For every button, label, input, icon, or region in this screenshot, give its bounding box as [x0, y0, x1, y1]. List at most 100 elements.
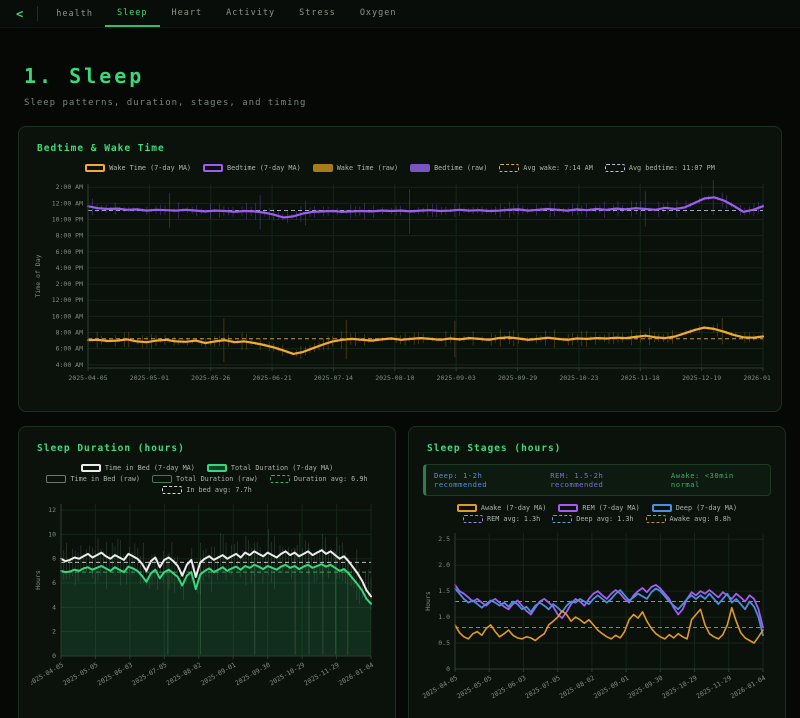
- svg-text:2025-09-03: 2025-09-03: [437, 374, 476, 382]
- legend-swatch: [80, 464, 101, 472]
- svg-text:4:00 PM: 4:00 PM: [56, 264, 83, 272]
- legend-swatch: [152, 475, 173, 483]
- svg-text:2025-07-05: 2025-07-05: [524, 674, 562, 701]
- legend-label: Deep (7-day MA): [675, 504, 738, 512]
- guideline-text: Awake: <30min normal: [670, 471, 734, 489]
- nav-tabs: Sleep Heart Activity Stress Oxygen: [104, 0, 409, 27]
- svg-text:2025-10-29: 2025-10-29: [268, 661, 306, 688]
- legend-swatch: [651, 504, 672, 512]
- svg-text:2025-10-29: 2025-10-29: [661, 674, 699, 701]
- legend-label: REM (7-day MA): [582, 504, 640, 512]
- panel-title-stages: Sleep Stages (hours): [427, 443, 562, 454]
- svg-text:2026-01-28: 2026-01-28: [743, 374, 771, 382]
- svg-text:2025-06-03: 2025-06-03: [96, 661, 134, 688]
- sleep-duration-chart[interactable]: 0246810122025-04-052025-05-052025-06-032…: [31, 498, 383, 710]
- svg-text:2.5: 2.5: [438, 535, 450, 543]
- legend-swatch: [269, 475, 290, 483]
- legend-label: Wake Time (7-day MA): [109, 164, 192, 172]
- legend-label: Awake (7-day MA): [480, 504, 547, 512]
- legend-item[interactable]: REM (7-day MA): [558, 504, 640, 512]
- legend-swatch: [410, 164, 431, 172]
- svg-text:2026-01-04: 2026-01-04: [729, 674, 767, 701]
- legend-label: Bedtime (raw): [434, 164, 488, 172]
- svg-text:2025-09-01: 2025-09-01: [199, 661, 237, 688]
- svg-text:2025-06-03: 2025-06-03: [490, 674, 528, 701]
- sleep-stages-chart[interactable]: 00.51.01.52.02.52025-04-052025-05-052025…: [421, 527, 773, 717]
- svg-text:2025-05-01: 2025-05-01: [130, 374, 169, 382]
- nav-tab-activity[interactable]: Activity: [226, 7, 276, 18]
- svg-text:0: 0: [446, 665, 450, 673]
- legend-swatch: [203, 164, 224, 172]
- legend-item[interactable]: Time in Bed (7-day MA): [80, 464, 195, 472]
- legend-label: Total Duration (raw): [176, 475, 258, 483]
- svg-text:2.0: 2.0: [438, 561, 450, 569]
- svg-text:12:00 AM: 12:00 AM: [52, 199, 83, 207]
- legend-item[interactable]: Duration avg: 6.9h: [269, 475, 368, 483]
- nav-tab-sleep[interactable]: Sleep: [104, 0, 160, 27]
- svg-text:6: 6: [52, 579, 56, 587]
- svg-text:10:00 AM: 10:00 AM: [52, 312, 83, 320]
- svg-text:2025-07-14: 2025-07-14: [314, 374, 353, 382]
- app-name: health: [56, 8, 93, 19]
- back-button[interactable]: <: [16, 6, 24, 21]
- legend-item[interactable]: Wake Time (raw): [312, 164, 398, 172]
- svg-text:2: 2: [52, 628, 56, 636]
- legend-item[interactable]: Avg bedtime: 11:07 PM: [604, 164, 715, 172]
- svg-text:2:00 AM: 2:00 AM: [56, 183, 83, 191]
- legend-swatch: [85, 164, 106, 172]
- svg-text:2025-10-23: 2025-10-23: [559, 374, 598, 382]
- main-content: 1. Sleep Sleep patterns, duration, stage…: [0, 28, 800, 718]
- legend-item[interactable]: Awake (7-day MA): [456, 504, 547, 512]
- nav-tab-oxygen[interactable]: Oxygen: [359, 7, 397, 18]
- svg-text:6:00 AM: 6:00 AM: [56, 345, 83, 353]
- svg-text:Hours: Hours: [424, 591, 432, 611]
- svg-text:2025-07-05: 2025-07-05: [130, 661, 168, 688]
- legend-label: Awake avg: 0.8h: [669, 515, 731, 523]
- legend-swatch: [206, 464, 227, 472]
- legend-label: Duration avg: 6.9h: [293, 475, 368, 483]
- legend-label: In bed avg: 7.7h: [186, 486, 252, 494]
- legend-label: Bedtime (7-day MA): [227, 164, 301, 172]
- svg-text:2025-04-05: 2025-04-05: [421, 674, 459, 701]
- panel-title-bedtime: Bedtime & Wake Time: [37, 143, 165, 154]
- legend-bedtime: Wake Time (7-day MA) Bedtime (7-day MA) Wa…: [31, 164, 769, 172]
- nav-tab-heart[interactable]: Heart: [171, 7, 203, 18]
- svg-text:2025-09-29: 2025-09-29: [498, 374, 537, 382]
- svg-text:2025-11-18: 2025-11-18: [621, 374, 660, 382]
- legend-item[interactable]: Deep (7-day MA): [651, 504, 738, 512]
- legend-item[interactable]: Awake avg: 0.8h: [645, 515, 731, 523]
- svg-text:2025-09-30: 2025-09-30: [626, 674, 664, 701]
- legend-item[interactable]: Bedtime (7-day MA): [203, 164, 301, 172]
- legend-item[interactable]: Deep avg: 1.3h: [552, 515, 634, 523]
- svg-text:10: 10: [48, 530, 56, 538]
- legend-item[interactable]: Avg wake: 7:14 AM: [499, 164, 593, 172]
- nav-tab-stress[interactable]: Stress: [299, 7, 336, 18]
- legend-label: Time in Bed (7-day MA): [104, 464, 195, 472]
- legend-item[interactable]: Wake Time (7-day MA): [85, 164, 191, 172]
- svg-text:2025-06-21: 2025-06-21: [253, 374, 292, 382]
- legend-item[interactable]: Time in Bed (raw): [46, 475, 140, 483]
- svg-text:0.5: 0.5: [438, 639, 450, 647]
- legend-item[interactable]: Bedtime (raw): [410, 164, 487, 172]
- legend-item[interactable]: Total Duration (7-day MA): [206, 464, 334, 472]
- svg-text:2025-09-01: 2025-09-01: [592, 674, 630, 701]
- legend-label: Avg wake: 7:14 AM: [523, 164, 593, 172]
- legend-label: Total Duration (7-day MA): [230, 464, 334, 472]
- legend-item[interactable]: REM avg: 1.3h: [463, 515, 540, 523]
- legend-label: REM avg: 1.3h: [487, 515, 541, 523]
- svg-text:2025-05-05: 2025-05-05: [62, 661, 100, 688]
- svg-text:2026-01-04: 2026-01-04: [337, 661, 375, 688]
- legend-swatch: [162, 486, 183, 494]
- bedtime-wake-chart[interactable]: 2:00 AM 12:00 AM 10:00 PM 8:00 PM 6:00 PM 4:0…: [31, 176, 771, 390]
- legend-swatch: [312, 164, 333, 172]
- svg-text:8: 8: [52, 555, 56, 563]
- legend-label: Deep avg: 1.3h: [576, 515, 634, 523]
- legend-item[interactable]: In bed avg: 7.7h: [162, 486, 252, 494]
- svg-text:2025-05-05: 2025-05-05: [455, 674, 493, 701]
- svg-text:2025-08-02: 2025-08-02: [165, 661, 203, 688]
- svg-text:1.5: 1.5: [438, 587, 450, 595]
- svg-text:2025-11-29: 2025-11-29: [303, 661, 341, 688]
- panel-sleep-stages: Sleep Stages (hours) Deep: 1-2h recommen…: [408, 426, 786, 718]
- legend-swatch: [645, 515, 666, 523]
- legend-item[interactable]: Total Duration (raw): [152, 475, 258, 483]
